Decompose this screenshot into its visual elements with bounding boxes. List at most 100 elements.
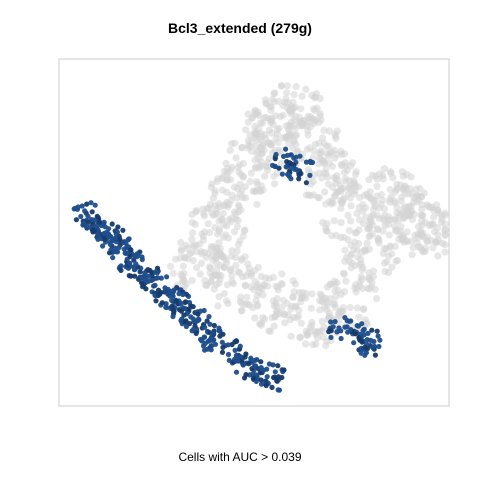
active-cell-point bbox=[201, 307, 207, 314]
inactive-cell-point bbox=[328, 183, 337, 191]
active-cell-point bbox=[328, 328, 334, 334]
inactive-cell-point bbox=[219, 209, 227, 217]
inactive-cell-point bbox=[385, 268, 393, 276]
inactive-cell-point bbox=[318, 298, 326, 306]
inactive-cell-point bbox=[211, 202, 219, 210]
active-cell-point bbox=[192, 319, 198, 325]
inactive-cell-point bbox=[429, 220, 437, 228]
active-cell-point bbox=[361, 326, 367, 332]
inactive-cell-point bbox=[291, 125, 299, 133]
active-cell-point bbox=[188, 314, 194, 320]
inactive-cell-point bbox=[344, 190, 352, 198]
inactive-cell-point bbox=[177, 238, 185, 246]
inactive-cell-point bbox=[418, 201, 426, 209]
inactive-cell-point bbox=[363, 190, 371, 198]
inactive-cell-point bbox=[302, 85, 310, 93]
inactive-cell-point bbox=[360, 246, 369, 254]
inactive-cell-point bbox=[264, 282, 272, 290]
inactive-cell-point bbox=[399, 214, 407, 223]
inactive-cell-point bbox=[359, 264, 367, 272]
inactive-cell-point bbox=[257, 129, 265, 138]
active-cell-point bbox=[226, 357, 232, 363]
inactive-cell-point bbox=[441, 209, 449, 217]
inactive-cell-point bbox=[359, 284, 367, 292]
inactive-cell-point bbox=[323, 301, 331, 309]
active-cell-point bbox=[351, 340, 357, 346]
active-cell-point bbox=[181, 312, 187, 318]
inactive-cell-point bbox=[385, 231, 393, 239]
inactive-cell-point bbox=[230, 208, 238, 216]
inactive-cell-point bbox=[278, 270, 286, 278]
inactive-cell-point bbox=[251, 156, 259, 164]
inactive-cell-point bbox=[279, 297, 288, 305]
inactive-cell-point bbox=[340, 168, 349, 176]
inactive-cell-point bbox=[441, 220, 449, 228]
inactive-cell-point bbox=[177, 247, 185, 255]
active-cell-point bbox=[115, 224, 121, 230]
inactive-cell-point bbox=[322, 164, 330, 172]
active-cell-point bbox=[296, 172, 302, 178]
active-cell-point bbox=[162, 285, 168, 291]
active-cell-point bbox=[127, 254, 133, 260]
inactive-cell-point bbox=[227, 196, 235, 205]
inactive-cell-point bbox=[334, 286, 342, 294]
chart-title: Bcl3_extended (279g) bbox=[168, 20, 312, 36]
inactive-cell-point bbox=[315, 169, 323, 177]
inactive-cell-point bbox=[224, 234, 232, 242]
active-cell-point bbox=[309, 159, 316, 166]
active-cell-point bbox=[78, 213, 84, 220]
inactive-cell-point bbox=[213, 230, 222, 238]
active-cell-point bbox=[328, 334, 334, 340]
active-cell-point bbox=[82, 208, 88, 214]
inactive-cell-point bbox=[303, 145, 311, 153]
active-cell-point bbox=[279, 374, 285, 381]
inactive-cell-point bbox=[292, 131, 301, 139]
inactive-cell-point bbox=[399, 232, 407, 240]
inactive-cell-point bbox=[338, 161, 346, 169]
inactive-cell-point bbox=[417, 193, 425, 201]
inactive-cell-point bbox=[269, 120, 277, 129]
inactive-cell-point bbox=[441, 248, 449, 256]
inactive-cell-point bbox=[388, 250, 396, 258]
inactive-cell-point bbox=[231, 183, 239, 191]
inactive-cell-point bbox=[317, 156, 325, 164]
inactive-cell-point bbox=[353, 209, 361, 217]
active-cell-point bbox=[75, 204, 81, 210]
inactive-cell-point bbox=[309, 191, 318, 199]
inactive-cell-point bbox=[363, 239, 371, 247]
active-cell-point bbox=[258, 377, 264, 383]
inactive-cell-point bbox=[286, 316, 294, 324]
inactive-cell-point bbox=[233, 247, 241, 255]
inactive-cell-point bbox=[375, 170, 383, 178]
inactive-cell-point bbox=[397, 223, 405, 231]
active-cell-point bbox=[169, 303, 175, 310]
active-cell-point bbox=[71, 206, 77, 212]
active-cell-point bbox=[283, 164, 289, 170]
inactive-cell-point bbox=[297, 117, 305, 125]
inactive-cell-point bbox=[304, 126, 312, 135]
inactive-cell-point bbox=[304, 117, 313, 125]
inactive-cell-point bbox=[182, 280, 190, 288]
inactive-cell-point bbox=[236, 180, 244, 188]
inactive-cell-point bbox=[303, 331, 311, 339]
active-cell-point bbox=[270, 362, 276, 368]
inactive-cell-point bbox=[323, 283, 331, 291]
inactive-cell-point bbox=[380, 165, 388, 173]
active-cell-point bbox=[376, 343, 382, 350]
active-cell-point bbox=[110, 255, 116, 261]
inactive-cell-point bbox=[232, 154, 240, 162]
inactive-cell-point bbox=[220, 202, 228, 210]
inactive-cell-point bbox=[227, 218, 235, 226]
inactive-cell-point bbox=[393, 204, 401, 212]
active-cell-point bbox=[233, 369, 240, 375]
inactive-cell-point bbox=[318, 317, 326, 325]
inactive-cell-point bbox=[393, 180, 401, 188]
inactive-cell-point bbox=[230, 228, 239, 236]
inactive-cell-point bbox=[216, 261, 225, 270]
inactive-cell-point bbox=[438, 239, 447, 248]
active-cell-point bbox=[332, 319, 338, 325]
inactive-cell-point bbox=[285, 139, 293, 147]
inactive-cell-point bbox=[342, 177, 350, 185]
active-cell-point bbox=[137, 269, 143, 275]
inactive-cell-point bbox=[409, 244, 417, 252]
